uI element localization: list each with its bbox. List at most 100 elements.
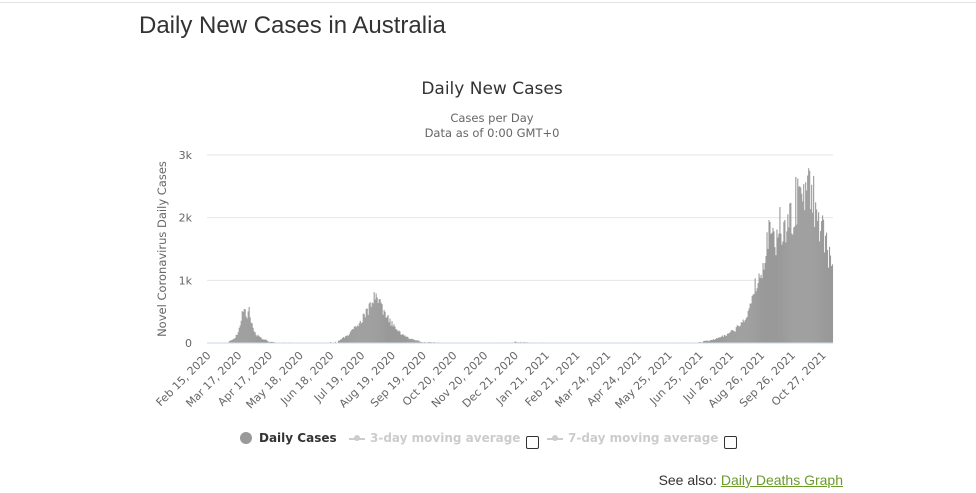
daily-case-bar [237, 332, 239, 343]
legend-label-3day-average: 3-day moving average [370, 431, 521, 445]
daily-case-bar [384, 311, 386, 343]
daily-case-bar [347, 335, 349, 343]
daily-case-bar [732, 330, 734, 343]
daily-case-bar [738, 326, 740, 343]
daily-case-bar [739, 325, 741, 343]
daily-case-bar [233, 338, 235, 343]
daily-case-bar [231, 340, 233, 343]
daily-case-bar [265, 339, 267, 343]
daily-case-bar [811, 184, 813, 343]
daily-case-bar [520, 341, 522, 343]
daily-case-bar [385, 317, 387, 343]
daily-case-bar [740, 322, 742, 343]
daily-case-bar [816, 209, 818, 343]
legend-item-daily-cases[interactable]: Daily Cases [240, 431, 337, 445]
daily-case-bar [825, 235, 827, 343]
daily-case-bar [742, 319, 744, 343]
daily-case-bar [705, 340, 708, 343]
y-tick-label: 0 [185, 337, 192, 350]
daily-case-bar [377, 303, 379, 343]
daily-case-bar [782, 241, 784, 343]
daily-case-bar [359, 320, 361, 343]
daily-case-bar [722, 336, 724, 343]
daily-case-bar [735, 327, 737, 343]
daily-case-bar [382, 314, 384, 343]
legend-item-3day-average[interactable]: 3-day moving average [349, 431, 520, 445]
daily-case-bar [826, 232, 828, 343]
daily-case-bar [368, 303, 370, 343]
daily-case-bar [827, 267, 830, 343]
3day-average-checkbox[interactable] [526, 436, 539, 449]
daily-case-bar [766, 232, 768, 343]
daily-case-bar [407, 336, 409, 343]
7day-average-checkbox[interactable] [724, 436, 737, 449]
daily-case-bar [751, 296, 753, 343]
daily-case-bar [251, 323, 253, 343]
daily-case-bar [703, 340, 706, 343]
daily-case-bar [818, 212, 820, 343]
daily-case-bar [248, 306, 250, 343]
daily-case-bar [796, 224, 798, 343]
daily-case-bar [234, 337, 236, 343]
daily-case-bar [711, 340, 714, 343]
daily-case-bar [731, 329, 733, 343]
daily-case-bar [250, 322, 252, 343]
daily-case-bar [406, 336, 408, 343]
daily-case-bar [702, 341, 705, 343]
daily-case-bar [792, 234, 794, 343]
daily-case-bar [269, 341, 271, 343]
legend-item-7day-average[interactable]: 7-day moving average [547, 431, 718, 445]
daily-case-bar [704, 340, 707, 343]
daily-deaths-graph-link[interactable]: Daily Deaths Graph [720, 472, 843, 488]
daily-case-bar [767, 248, 769, 343]
daily-case-bar [401, 334, 403, 343]
daily-case-bar [259, 337, 261, 343]
daily-case-bar [367, 314, 369, 343]
daily-case-bar [784, 219, 786, 343]
daily-case-bar [785, 242, 787, 343]
daily-case-bar [339, 339, 341, 343]
daily-case-bar [254, 332, 256, 343]
daily-case-bar [247, 311, 249, 343]
daily-case-bar [744, 319, 746, 343]
daily-case-bar [391, 321, 393, 343]
daily-case-bar [720, 336, 722, 343]
daily-case-bar [770, 233, 772, 343]
daily-case-bar [409, 338, 411, 343]
daily-case-bar [768, 220, 770, 343]
daily-case-bar [394, 326, 396, 343]
daily-case-bar [812, 212, 814, 343]
daily-case-bar [828, 246, 831, 343]
daily-case-bar [365, 308, 367, 343]
daily-case-bar [730, 330, 732, 343]
daily-case-bar [246, 318, 248, 343]
line-marker-icon [547, 432, 563, 444]
daily-case-bar [805, 182, 807, 343]
daily-case-bar [349, 331, 351, 343]
bars-layer [209, 168, 834, 344]
daily-case-bar [716, 338, 718, 343]
daily-case-bar [765, 256, 767, 343]
daily-case-bar [708, 340, 711, 343]
daily-case-bar [252, 327, 254, 343]
daily-case-bar [343, 337, 345, 343]
daily-case-bar [810, 209, 812, 343]
daily-case-bar [790, 202, 792, 343]
daily-case-bar [263, 339, 265, 343]
daily-case-bar [789, 203, 791, 343]
daily-case-bar [714, 339, 716, 343]
daily-case-bar [340, 339, 342, 343]
daily-case-bar [238, 327, 240, 343]
daily-case-bar [808, 168, 810, 343]
daily-case-bar [737, 325, 739, 343]
daily-case-bar [721, 335, 723, 343]
daily-case-bar [515, 341, 517, 343]
daily-case-bar [749, 303, 751, 343]
daily-case-bar [389, 318, 391, 343]
daily-case-bar [822, 215, 824, 343]
daily-case-bar [410, 339, 412, 343]
daily-case-bar [729, 331, 731, 343]
daily-case-bar [348, 334, 350, 343]
daily-case-bar [817, 220, 819, 343]
top-divider [0, 2, 976, 3]
